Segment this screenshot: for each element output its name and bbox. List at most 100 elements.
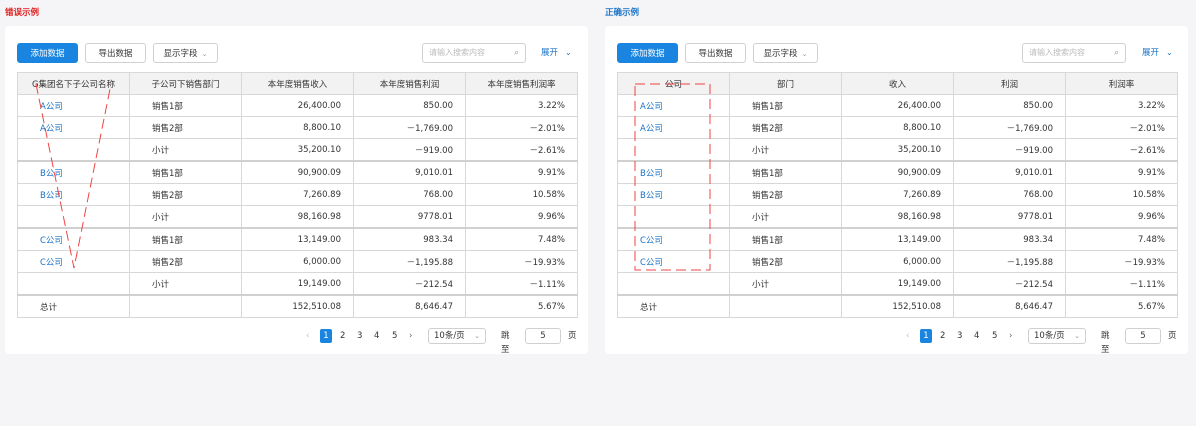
search-input[interactable]: 请输入搜索内容 ⌕	[422, 43, 526, 63]
cell-profit: －1,769.00	[353, 116, 466, 139]
company-link[interactable]: C公司	[40, 257, 63, 268]
page-3[interactable]: 3	[357, 331, 363, 341]
cell-income: 8,800.10	[841, 116, 954, 139]
cell-company[interactable]: A公司	[617, 116, 730, 139]
cell-dept: 小计	[729, 272, 842, 296]
total-row: 总计 152,510.08 8,646.47 5.67%	[17, 294, 578, 318]
company-link[interactable]: A公司	[40, 123, 63, 134]
chevron-down-icon: ⌄	[565, 48, 572, 57]
header-dept[interactable]: 子公司下销售部门	[129, 72, 242, 95]
cell-company[interactable]: A公司	[17, 94, 130, 117]
export-data-button[interactable]: 导出数据	[85, 43, 146, 63]
cell-company[interactable]: B公司	[17, 160, 130, 184]
display-fields-dropdown[interactable]: 显示字段 ⌄	[153, 43, 218, 63]
cell-rate: 7.48%	[1065, 227, 1178, 251]
add-data-button[interactable]: 添加数据	[617, 43, 678, 63]
cell-company[interactable]: B公司	[617, 160, 730, 184]
page-2[interactable]: 2	[340, 331, 346, 341]
page-size-select[interactable]: 10条/页 ⌄	[1028, 328, 1086, 344]
company-link[interactable]: B公司	[640, 190, 663, 201]
cell-rate: －1.11%	[1065, 272, 1178, 296]
cell-profit: 768.00	[353, 183, 466, 206]
cell-rate: 9.91%	[465, 160, 578, 184]
cell-company	[617, 272, 730, 296]
cell-income: 90,900.09	[841, 160, 954, 184]
company-link[interactable]: B公司	[40, 190, 63, 201]
chevron-down-icon: ⌄	[474, 332, 480, 340]
cell-rate: 3.22%	[465, 94, 578, 117]
company-link[interactable]: A公司	[40, 101, 63, 112]
cell-company[interactable]: A公司	[617, 94, 730, 117]
cell-profit: 9,010.01	[953, 160, 1066, 184]
header-income[interactable]: 收入	[841, 72, 954, 95]
cell-income: 26,400.00	[241, 94, 354, 117]
page-4[interactable]: 4	[374, 331, 380, 341]
prev-page-icon[interactable]: ‹	[906, 331, 910, 341]
page-5[interactable]: 5	[992, 331, 998, 341]
jump-label: 跳至	[501, 331, 510, 355]
cell-company[interactable]: B公司	[617, 183, 730, 206]
page-1[interactable]: 1	[320, 329, 332, 343]
add-data-button[interactable]: 添加数据	[17, 43, 78, 63]
subtotal-row: 小计 35,200.10 －919.00 －2.61%	[17, 138, 578, 162]
data-table: G集团名下子公司名称 子公司下销售部门 本年度销售收入 本年度销售利润 本年度销…	[17, 72, 578, 318]
company-link[interactable]: C公司	[640, 257, 663, 268]
cell-rate: －19.93%	[1065, 250, 1178, 273]
expand-button[interactable]: 展开 ⌄	[541, 48, 572, 58]
header-company[interactable]: 公司	[617, 72, 730, 95]
prev-page-icon[interactable]: ‹	[306, 331, 310, 341]
page-suffix: 页	[568, 331, 577, 341]
cell-dept	[129, 294, 242, 318]
cell-rate: －2.01%	[1065, 116, 1178, 139]
cell-company[interactable]: B公司	[17, 183, 130, 206]
page-5[interactable]: 5	[392, 331, 398, 341]
jump-input[interactable]: 5	[525, 328, 561, 344]
header-income[interactable]: 本年度销售收入	[241, 72, 354, 95]
cell-income: 98,160.98	[241, 205, 354, 229]
table-row: B公司 销售1部 90,900.09 9,010.01 9.91%	[617, 160, 1178, 184]
company-link[interactable]: B公司	[640, 168, 663, 179]
cell-income: 19,149.00	[241, 272, 354, 296]
data-table: 公司 部门 收入 利润 利润率 A公司 销售1部 26,400.00 850.00 3.…	[617, 72, 1178, 318]
header-company[interactable]: G集团名下子公司名称	[17, 72, 130, 95]
page-2[interactable]: 2	[940, 331, 946, 341]
page-1[interactable]: 1	[920, 329, 932, 343]
page-4[interactable]: 4	[974, 331, 980, 341]
cell-company[interactable]: A公司	[17, 116, 130, 139]
company-link[interactable]: C公司	[40, 235, 63, 246]
table-row: A公司 销售1部 26,400.00 850.00 3.22%	[17, 94, 578, 117]
cell-profit: －919.00	[953, 138, 1066, 162]
header-rate[interactable]: 本年度销售利润率	[465, 72, 578, 95]
cell-company[interactable]: C公司	[617, 227, 730, 251]
expand-button[interactable]: 展开 ⌄	[1142, 48, 1173, 58]
cell-profit: －1,769.00	[953, 116, 1066, 139]
export-data-button[interactable]: 导出数据	[685, 43, 746, 63]
cell-company[interactable]: C公司	[617, 250, 730, 273]
cell-company[interactable]: C公司	[17, 227, 130, 251]
company-link[interactable]: A公司	[640, 123, 663, 134]
cell-rate: 3.22%	[1065, 94, 1178, 117]
company-link[interactable]: B公司	[40, 168, 63, 179]
company-link[interactable]: C公司	[640, 235, 663, 246]
next-page-icon[interactable]: ›	[409, 331, 413, 341]
page-3[interactable]: 3	[957, 331, 963, 341]
cell-income: 7,260.89	[241, 183, 354, 206]
company-link[interactable]: A公司	[640, 101, 663, 112]
next-page-icon[interactable]: ›	[1009, 331, 1013, 341]
display-fields-dropdown[interactable]: 显示字段 ⌄	[753, 43, 818, 63]
cell-profit: －1,195.88	[953, 250, 1066, 273]
jump-input[interactable]: 5	[1125, 328, 1161, 344]
cell-rate: 7.48%	[465, 227, 578, 251]
search-input[interactable]: 请输入搜索内容 ⌕	[1022, 43, 1126, 63]
cell-company[interactable]: C公司	[17, 250, 130, 273]
header-profit[interactable]: 利润	[953, 72, 1066, 95]
page-size-select[interactable]: 10条/页 ⌄	[428, 328, 486, 344]
header-profit[interactable]: 本年度销售利润	[353, 72, 466, 95]
cell-dept: 销售2部	[729, 183, 842, 206]
cell-dept: 小计	[129, 205, 242, 229]
cell-profit: －1,195.88	[353, 250, 466, 273]
table-row: C公司 销售1部 13,149.00 983.34 7.48%	[17, 227, 578, 251]
header-dept[interactable]: 部门	[729, 72, 842, 95]
header-rate[interactable]: 利润率	[1065, 72, 1178, 95]
cell-profit: 983.34	[353, 227, 466, 251]
